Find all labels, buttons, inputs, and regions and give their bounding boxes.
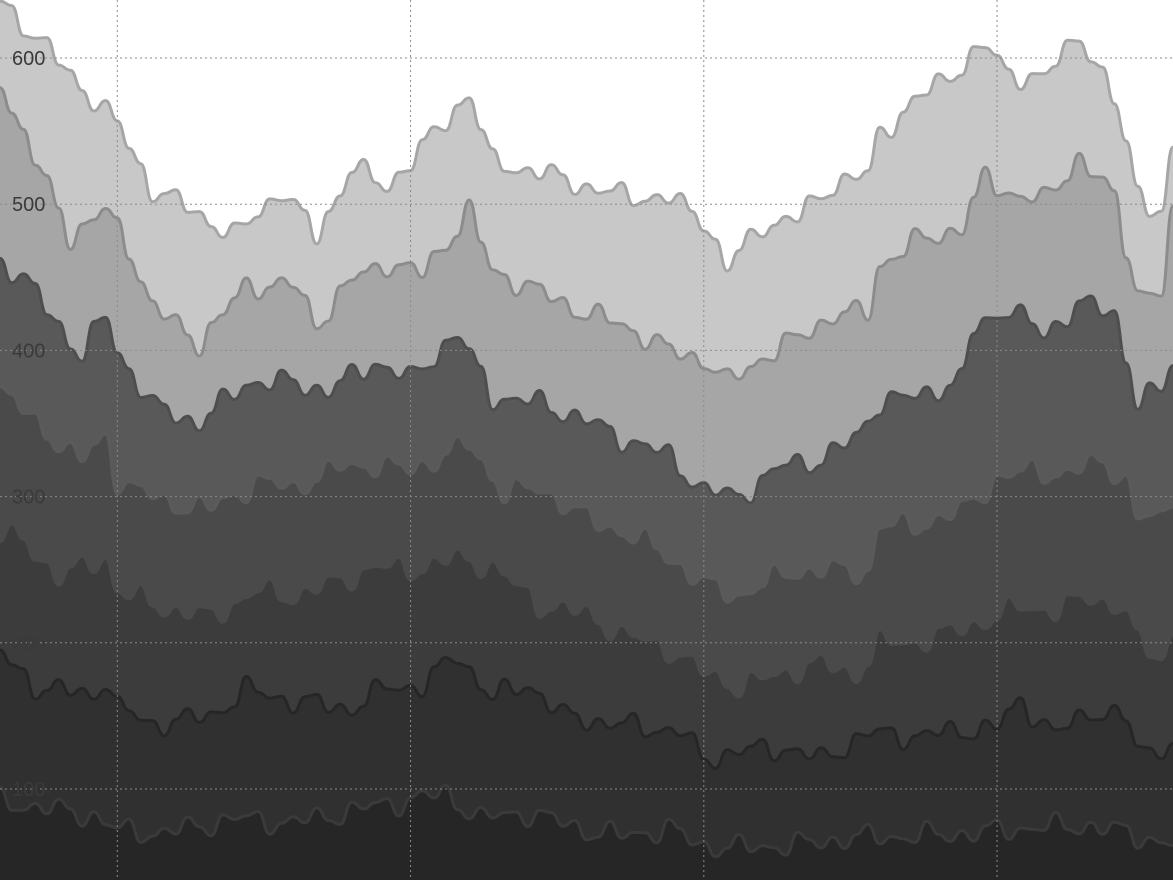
y-tick-label-400: 400 <box>12 340 45 362</box>
y-tick-label-500: 500 <box>12 194 45 216</box>
area-series-3-line <box>0 522 1173 699</box>
area-series-1 <box>0 785 1173 880</box>
area-series-1-line <box>0 783 1173 859</box>
area-series-4-line <box>0 385 1173 604</box>
y-tick-label-600: 600 <box>12 48 45 70</box>
area-series-5-line <box>0 256 1173 505</box>
area-series-6-line <box>0 86 1173 381</box>
y-tick-label-100: 100 <box>12 779 45 801</box>
y-tick-label-200: 200 <box>12 633 45 655</box>
y-tick-labels: 100 200 300 400 500 600 <box>12 48 45 801</box>
area-series-2-line <box>0 648 1173 770</box>
area-series-7-line <box>0 0 1173 273</box>
y-tick-label-300: 300 <box>12 487 45 509</box>
